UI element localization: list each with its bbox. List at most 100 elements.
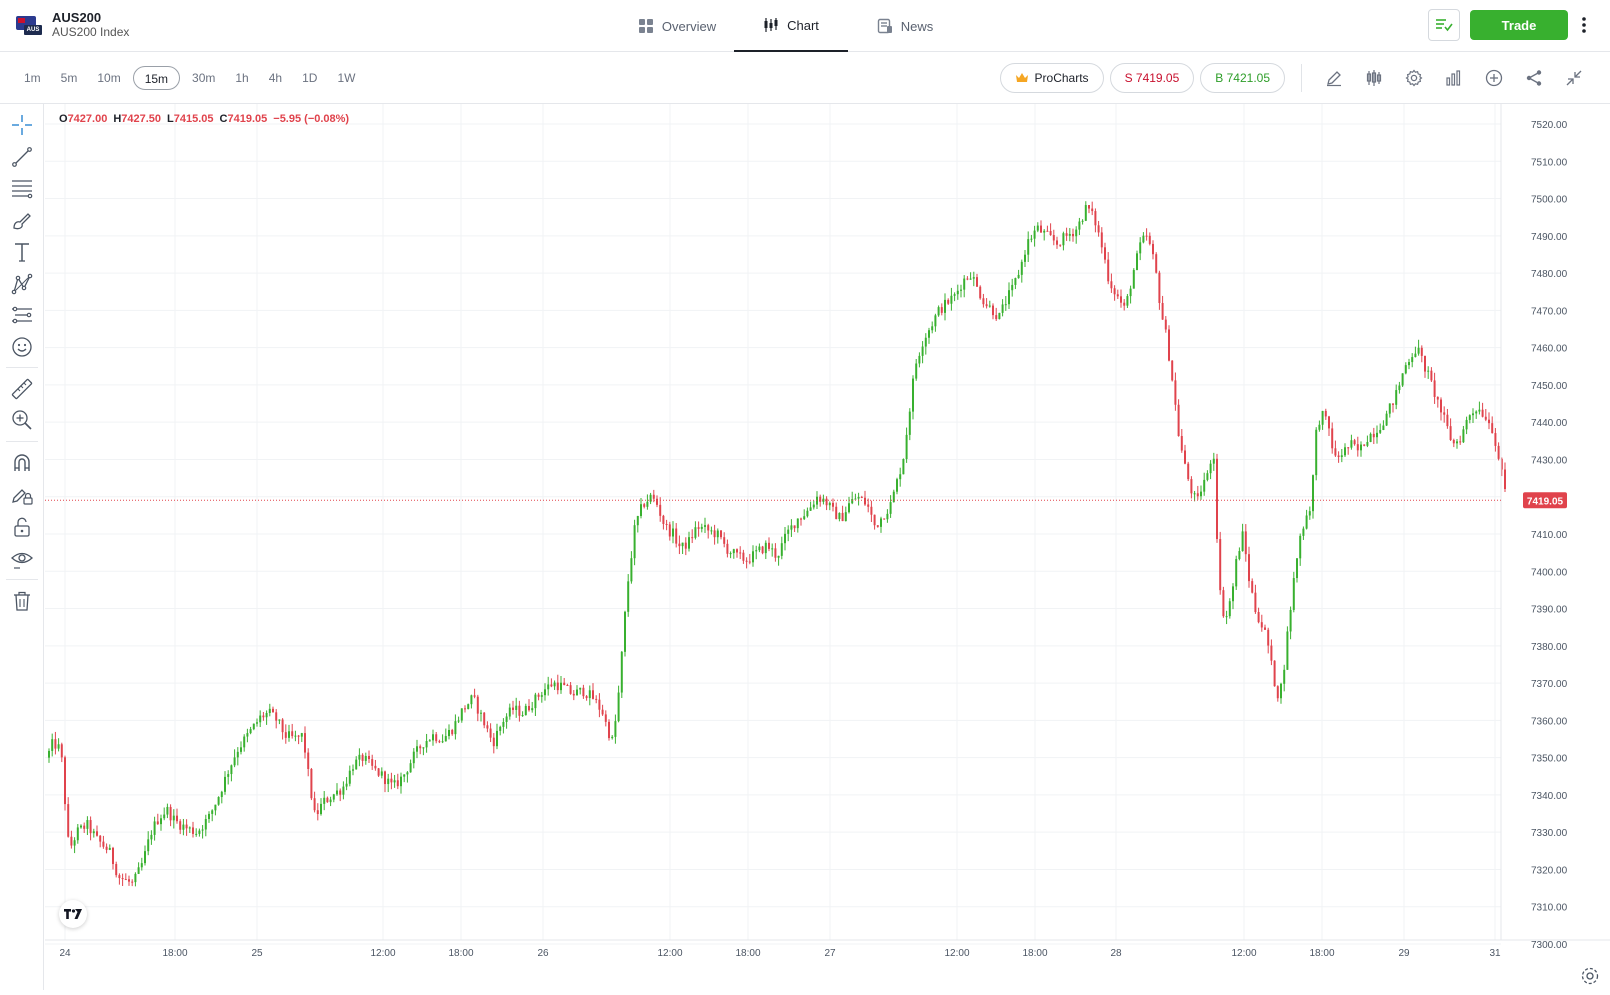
tradingview-logo[interactable]: [59, 900, 87, 928]
candle-body: [80, 825, 82, 828]
candle-body: [156, 821, 159, 825]
tab-news[interactable]: News: [848, 0, 962, 52]
candle-body: [259, 715, 262, 723]
candle-body: [246, 733, 249, 737]
sell-price-button[interactable]: S 7419.05: [1109, 63, 1195, 93]
timeframe-4h[interactable]: 4h: [268, 71, 283, 85]
tab-chart[interactable]: Chart: [734, 0, 848, 52]
candle-body: [608, 721, 610, 739]
candle-body: [835, 506, 838, 520]
share-icon[interactable]: [1514, 63, 1554, 93]
candle-body: [1475, 411, 1478, 414]
candle-body: [1228, 601, 1231, 617]
magnet-icon[interactable]: [8, 449, 36, 477]
candle-body: [320, 803, 322, 815]
procharts-button[interactable]: ProCharts: [999, 63, 1104, 93]
eye-visibility-icon[interactable]: [8, 545, 36, 573]
fib-retracement-icon[interactable]: [8, 174, 36, 202]
ruler-icon[interactable]: [8, 375, 36, 403]
candle-body: [272, 708, 274, 713]
price-chart[interactable]: 7300.00 7310.00 7320.00 7330.00 7340.00 7350.…: [45, 104, 1610, 990]
candle-body: [1132, 270, 1135, 289]
candle-body: [211, 810, 214, 814]
crosshair-icon[interactable]: [8, 111, 36, 139]
candle-body: [409, 763, 412, 773]
candle-body: [1001, 304, 1004, 313]
timeframe-1d[interactable]: 1D: [302, 71, 318, 85]
candle-body: [758, 546, 761, 551]
buy-price-button[interactable]: B 7421.05: [1200, 63, 1285, 93]
candle-body: [67, 804, 70, 837]
candle-body: [281, 719, 284, 733]
candle-body: [854, 498, 857, 500]
candle-body: [364, 755, 367, 761]
candle-body: [998, 312, 1001, 320]
timeframe-10m[interactable]: 10m: [97, 71, 121, 85]
unlock-icon[interactable]: [8, 513, 36, 541]
projection-tool-icon[interactable]: [8, 301, 36, 329]
candle-body: [432, 734, 434, 741]
candle-body: [99, 835, 102, 842]
timeframe-30m[interactable]: 30m: [192, 71, 216, 85]
timeframe-1h[interactable]: 1h: [235, 71, 249, 85]
candle-body: [720, 530, 722, 538]
candlestick-chart[interactable]: 7300.00 7310.00 7320.00 7330.00 7340.00 7350.…: [45, 104, 1610, 990]
candle-body: [1376, 432, 1378, 438]
zoom-in-icon[interactable]: [8, 406, 36, 434]
timeframe-1w[interactable]: 1W: [337, 71, 356, 85]
candle-body: [838, 512, 841, 520]
candle-body: [1424, 355, 1426, 372]
candle-body: [1241, 531, 1244, 552]
candle-body: [1244, 531, 1247, 555]
tab-overview[interactable]: Overview: [620, 0, 734, 52]
add-circle-icon[interactable]: [1474, 63, 1514, 93]
chart-type-icon[interactable]: [1354, 63, 1394, 93]
candle-body: [51, 739, 54, 751]
trade-button[interactable]: Trade: [1470, 10, 1568, 40]
candle-body: [915, 363, 918, 379]
trash-icon[interactable]: [8, 587, 36, 615]
candle-body: [1110, 281, 1113, 289]
indicators-icon[interactable]: [1434, 63, 1474, 93]
axis-settings-icon[interactable]: [1580, 966, 1600, 986]
text-tool-icon[interactable]: [8, 238, 36, 266]
candle-body: [1097, 225, 1100, 233]
candle-body: [1161, 303, 1164, 320]
lock-drawing-icon[interactable]: [8, 481, 36, 509]
timeframe-5m[interactable]: 5m: [60, 71, 78, 85]
candle-body: [566, 685, 569, 687]
brush-icon[interactable]: [8, 206, 36, 234]
candle-body: [470, 695, 473, 705]
y-tick-label: 7460.00: [1531, 344, 1568, 355]
timeframe-1m[interactable]: 1m: [24, 71, 41, 85]
candle-body: [787, 529, 790, 534]
candle-body: [1382, 425, 1385, 430]
emoji-icon[interactable]: [8, 333, 36, 361]
trend-line-icon[interactable]: [8, 143, 36, 171]
candle-body: [1091, 208, 1094, 212]
candle-body: [1219, 539, 1222, 591]
settings-gear-icon[interactable]: [1394, 63, 1434, 93]
candle-body: [844, 512, 847, 522]
candle-body: [480, 712, 482, 714]
candle-body: [1049, 231, 1052, 236]
candle-body: [393, 780, 396, 783]
candle-body: [1014, 278, 1017, 285]
candle-body: [1414, 353, 1417, 358]
y-tick-label: 7510.00: [1531, 157, 1568, 168]
candle-body: [649, 494, 652, 502]
candle-body: [540, 695, 543, 697]
candle-body: [265, 713, 268, 718]
draw-pencil-icon[interactable]: [1314, 63, 1354, 93]
pattern-tool-icon[interactable]: [8, 270, 36, 298]
timeframe-15m[interactable]: 15m: [132, 66, 181, 90]
more-menu-icon[interactable]: [1574, 10, 1594, 40]
candle-body: [1043, 230, 1046, 233]
candle-body: [419, 746, 422, 749]
candle-body: [672, 528, 674, 537]
candle-body: [1308, 511, 1311, 516]
watchlist-button[interactable]: [1428, 9, 1460, 41]
candle-body: [1152, 243, 1154, 255]
collapse-icon[interactable]: [1554, 63, 1594, 93]
candle-body: [806, 510, 809, 517]
